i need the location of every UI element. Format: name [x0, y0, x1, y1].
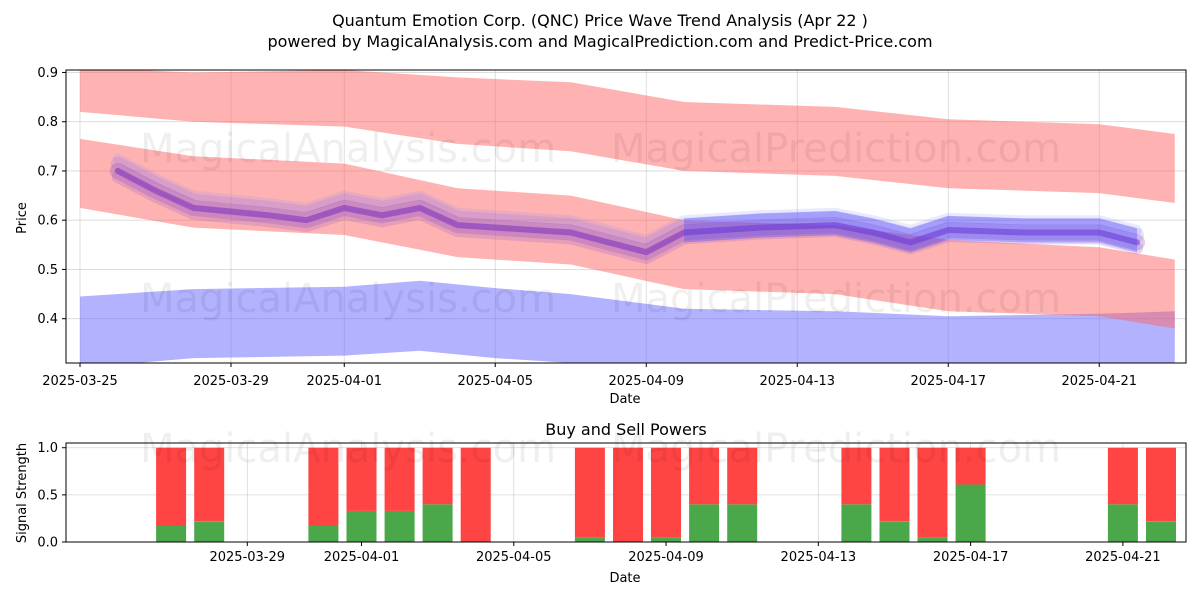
sell-bar: [1146, 447, 1176, 522]
price-wave-line: [114, 167, 1140, 256]
buy-bar: [422, 504, 453, 542]
price-bands: [80, 70, 1175, 363]
x-tick-label: 2025-04-09: [628, 550, 704, 565]
red-middle-band: [80, 138, 1175, 329]
watermark-text: MagicalAnalysis.com: [140, 276, 556, 322]
watermarks-bottom: MagicalAnalysis.com MagicalPrediction.co…: [140, 426, 1061, 472]
watermark-text: MagicalPrediction.com: [611, 426, 1061, 472]
buy-bar: [574, 537, 605, 542]
sell-bar: [308, 447, 339, 526]
watermark-text: MagicalPrediction.com: [611, 276, 1061, 322]
price-wave-line: [112, 153, 1142, 245]
y-tick-label: 0.0: [37, 536, 58, 551]
sell-bar: [651, 447, 681, 538]
y-tick-label: 1.0: [37, 441, 58, 456]
watermark-text: MagicalAnalysis.com: [140, 126, 556, 172]
x-tick-label: 2025-04-09: [608, 374, 684, 389]
sell-bar: [689, 447, 720, 505]
y-tick-label: 0.8: [37, 115, 58, 130]
x-tick-label: 2025-04-17: [933, 550, 1009, 565]
sell-bar: [917, 447, 948, 538]
y-tick-label: 0.6: [37, 214, 58, 229]
y-tick-label: 0.5: [37, 263, 58, 278]
buy-bar: [156, 526, 187, 542]
watermark-text: MagicalAnalysis.com: [140, 426, 556, 472]
buy-bar: [1107, 504, 1138, 542]
x-tick-label: 2025-03-29: [209, 550, 285, 565]
x-tick-label: 2025-04-13: [759, 374, 835, 389]
price-wave-line: [110, 156, 1144, 252]
signal-y-axis: 0.0 0.5 1.0: [37, 441, 66, 551]
sell-bar: [346, 447, 377, 511]
price-x-axis: 2025-03-25 2025-03-29 2025-04-01 2025-04-05…: [42, 363, 1137, 389]
buy-bar: [308, 526, 339, 542]
watermarks-top: MagicalAnalysis.com MagicalPrediction.co…: [140, 126, 1061, 322]
buy-bar: [841, 504, 872, 542]
sell-bar: [194, 447, 225, 522]
y-tick-label: 0.5: [37, 488, 58, 503]
x-tick-label: 2025-04-13: [781, 550, 857, 565]
signal-y-label: Signal Strength: [15, 443, 30, 543]
sell-bar: [613, 447, 643, 542]
sell-bar: [841, 447, 872, 505]
price-y-label: Price: [15, 202, 30, 234]
price-plot-frame: [65, 69, 1187, 364]
x-tick-label: 2025-04-01: [306, 374, 382, 389]
buy-bar: [384, 510, 415, 542]
signal-bars: [156, 447, 1176, 542]
y-tick-label: 0.4: [37, 312, 58, 327]
x-tick-label: 2025-04-17: [910, 374, 986, 389]
y-tick-label: 0.9: [37, 66, 58, 81]
buy-bar: [651, 537, 681, 542]
chart-title: Quantum Emotion Corp. (QNC) Price Wave T…: [332, 11, 868, 30]
red-upper-band: [80, 70, 1175, 203]
sell-bar: [727, 447, 758, 505]
x-tick-label: 2025-04-05: [476, 550, 552, 565]
x-tick-label: 2025-03-29: [193, 374, 269, 389]
buy-bar: [194, 521, 225, 542]
sell-bar: [955, 447, 986, 485]
signal-plot-frame: [65, 442, 1187, 543]
blue-lower-band: [80, 280, 1175, 363]
x-tick-label: 2025-03-25: [42, 374, 118, 389]
signal-x-label: Date: [609, 571, 640, 586]
price-panel: MagicalAnalysis.com MagicalPrediction.co…: [15, 66, 1187, 407]
x-tick-label: 2025-04-21: [1085, 550, 1161, 565]
price-x-label: Date: [609, 392, 640, 407]
signal-x-axis: 2025-03-29 2025-04-01 2025-04-05 2025-04-09…: [209, 542, 1161, 565]
sell-bar: [460, 447, 491, 542]
buy-bar: [955, 484, 986, 542]
sell-bar: [384, 447, 415, 511]
x-tick-label: 2025-04-01: [324, 550, 400, 565]
price-wave-line: [111, 170, 1143, 265]
buy-bar: [1146, 521, 1176, 542]
sell-bar: [574, 447, 605, 538]
watermark-text: MagicalPrediction.com: [611, 126, 1061, 172]
buy-bar: [727, 504, 758, 542]
buy-bar: [879, 521, 910, 542]
signal-panel: Buy and Sell Powers MagicalAnalysis.com …: [15, 420, 1187, 586]
chart-subtitle: powered by MagicalAnalysis.com and Magic…: [267, 32, 932, 51]
price-y-axis: 0.4 0.5 0.6 0.7 0.8 0.9: [37, 66, 66, 327]
buy-bar: [917, 537, 948, 542]
signal-title: Buy and Sell Powers: [545, 420, 707, 439]
sell-bar: [1107, 447, 1138, 505]
sell-bar: [156, 447, 187, 526]
sell-bar: [422, 447, 453, 505]
x-tick-label: 2025-04-21: [1061, 374, 1137, 389]
sell-bar: [879, 447, 910, 522]
x-tick-label: 2025-04-05: [457, 374, 533, 389]
buy-bar: [689, 504, 720, 542]
buy-bar: [346, 510, 377, 542]
y-tick-label: 0.7: [37, 164, 58, 179]
price-wave-band: [684, 211, 1137, 253]
